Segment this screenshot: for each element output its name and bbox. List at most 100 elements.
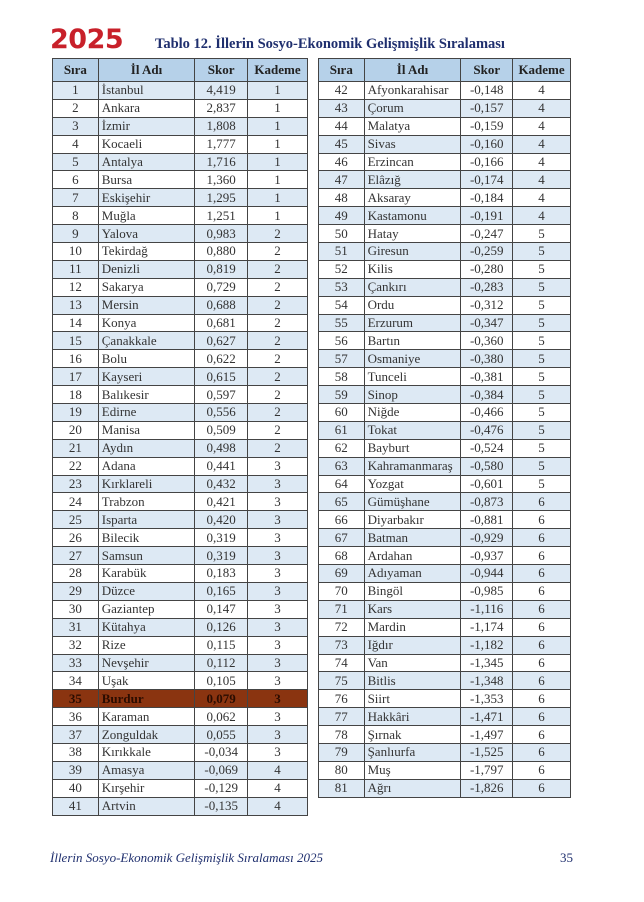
table-row: 8 Muğla 1,251 1 [52,206,308,226]
province-cell: Mardin [363,617,462,637]
tier-cell: 2 [247,420,308,440]
tier-cell: 3 [247,671,308,691]
score-cell: -1,353 [460,689,514,709]
province-cell: Artvin [97,796,196,816]
score-cell: -0,601 [460,474,514,494]
score-cell: -0,191 [460,206,514,226]
table-row: 15 Çanakkale 0,627 2 [52,331,308,351]
table-row: 51 Giresun -0,259 5 [318,242,571,261]
province-cell: Samsun [97,546,196,566]
province-cell: Çankırı [363,277,462,297]
province-cell: Mersin [97,295,196,315]
province-cell: Kırklareli [97,474,196,494]
province-cell: Van [363,653,462,673]
rank-cell: 68 [318,546,365,566]
rank-cell: 14 [52,313,99,333]
rank-cell: 54 [318,295,365,315]
province-cell: Bilecik [97,528,196,548]
score-cell: -0,384 [460,385,514,405]
score-cell: 0,498 [194,438,249,458]
rank-cell: 2 [52,98,99,118]
rank-cell: 81 [318,778,365,798]
tier-cell: 6 [512,617,571,637]
tier-cell: 4 [247,778,308,798]
table-row: 64 Yozgat -0,601 5 [318,474,571,494]
rank-cell: 63 [318,456,365,476]
province-cell: Kırşehir [97,778,196,798]
province-cell: Osmaniye [363,349,462,369]
tier-cell: 3 [247,546,308,566]
table-row: 11 Denizli 0,819 2 [52,259,308,279]
province-cell: Düzce [97,581,196,601]
province-cell: Çanakkale [97,331,196,351]
tier-cell: 5 [512,403,571,422]
rank-cell: 79 [318,742,365,762]
rank-cell: 1 [52,81,99,100]
rank-cell: 18 [52,385,99,405]
table-row: 24 Trabzon 0,421 3 [52,492,308,512]
province-cell: Antalya [97,152,196,172]
province-cell: Karaman [97,707,196,727]
table-row: 65 Gümüşhane -0,873 6 [318,492,571,512]
score-cell: 0,055 [194,725,249,744]
table-row: 74 Van -1,345 6 [318,653,571,673]
score-cell: -0,944 [460,564,514,583]
province-cell: Erzincan [363,152,462,172]
tier-cell: 3 [247,689,308,709]
score-cell: 0,688 [194,295,249,315]
tier-cell: 6 [512,581,571,601]
score-cell: 1,360 [194,170,249,190]
score-cell: -0,873 [460,492,514,512]
table-row: 42 Afyonkarahisar -0,148 4 [318,81,571,100]
table-row: 53 Çankırı -0,283 5 [318,277,571,297]
rank-cell: 40 [52,778,99,798]
tier-cell: 3 [247,725,308,744]
score-cell: -0,159 [460,116,514,136]
score-cell: 0,112 [194,653,249,673]
table-row: 36 Karaman 0,062 3 [52,707,308,727]
rank-cell: 73 [318,635,365,655]
province-cell: Afyonkarahisar [363,81,462,100]
score-cell: 0,183 [194,564,249,583]
tier-cell: 6 [512,599,571,619]
table-title: Tablo 12. İllerin Sosyo-Ekonomik Gelişmi… [155,36,505,52]
table-row: 80 Muş -1,797 6 [318,760,571,780]
province-cell: Gaziantep [97,599,196,619]
province-cell: Giresun [363,242,462,261]
rank-cell: 3 [52,116,99,136]
province-cell: Kastamonu [363,206,462,226]
province-cell: İstanbul [97,81,196,100]
province-cell: Bitlis [363,671,462,691]
rank-cell: 32 [52,635,99,655]
table-row: 10 Tekirdağ 0,880 2 [52,242,308,261]
table-row: 21 Aydın 0,498 2 [52,438,308,458]
header-score: Skor [194,58,249,82]
province-cell: Yalova [97,224,196,244]
province-cell: Şanlıurfa [363,742,462,762]
score-cell: 0,420 [194,510,249,530]
header-province: İl Adı [363,58,462,82]
score-cell: -0,929 [460,528,514,548]
rank-cell: 64 [318,474,365,494]
province-cell: Kilis [363,259,462,279]
province-cell: Kocaeli [97,134,196,154]
tier-cell: 6 [512,707,571,727]
score-cell: 0,319 [194,528,249,548]
province-cell: Aksaray [363,188,462,208]
score-cell: 0,597 [194,385,249,405]
province-cell: Tekirdağ [97,242,196,261]
tier-cell: 6 [512,671,571,691]
province-cell: Zonguldak [97,725,196,744]
province-cell: Şırnak [363,725,462,744]
tier-cell: 1 [247,152,308,172]
rank-cell: 30 [52,599,99,619]
tier-cell: 4 [512,206,571,226]
table-row: 16 Bolu 0,622 2 [52,349,308,369]
rank-cell: 71 [318,599,365,619]
tier-cell: 5 [512,474,571,494]
rank-cell: 66 [318,510,365,530]
table-row: 43 Çorum -0,157 4 [318,98,571,118]
tier-cell: 4 [247,796,308,816]
rank-cell: 16 [52,349,99,369]
table-row: 48 Aksaray -0,184 4 [318,188,571,208]
